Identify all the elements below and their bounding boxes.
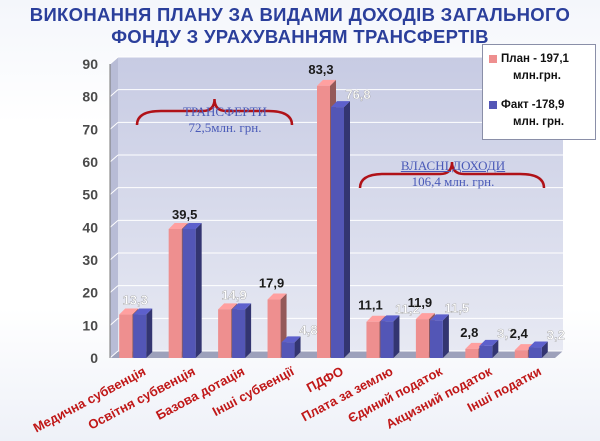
value-label-fact: 11,2	[395, 301, 420, 316]
value-label-plan: 11,9	[408, 295, 433, 310]
fact-bar-9	[528, 341, 548, 358]
y-tick-label: 60	[82, 154, 98, 170]
legend-fact-line-1: Факт -178,9	[501, 99, 565, 111]
value-label-fact: 4,8	[300, 322, 318, 337]
transfers-value: 72,5млн. грн.	[188, 120, 262, 135]
value-label: 13,3	[123, 293, 148, 308]
transfers-title: ТРАНСФЕРТИ	[183, 104, 267, 119]
y-tick-label: 10	[82, 317, 98, 333]
value-label-plan: 83,3	[308, 62, 333, 77]
legend-item-fact: Факт -178,9 млн. грн.	[489, 97, 564, 131]
own-income-annotation: ВЛАСНІ ДОХОДИ 106,4 млн. грн.	[378, 158, 528, 190]
legend-item-plan: План - 197,1 млн.грн.	[489, 51, 569, 85]
own-income-value: 106,4 млн. грн.	[411, 174, 495, 189]
fact-bar-5	[331, 101, 350, 359]
grid-line-side	[109, 154, 119, 163]
fact-bar-7	[429, 314, 449, 358]
value-label: 14,9	[221, 287, 246, 302]
chart-title-line-2: ФОНДУ З УРАХУВАННЯМ ТРАНСФЕРТІВ	[111, 26, 489, 47]
fact-bar-8	[479, 339, 499, 358]
grid-line-side	[109, 219, 119, 228]
value-label-plan: 17,9	[259, 276, 284, 291]
value-label: 39,5	[172, 207, 197, 222]
y-tick-label: 0	[90, 350, 98, 366]
fact-bar-3	[232, 303, 252, 358]
value-label-fact: 3,2	[547, 328, 565, 343]
grid-line-side	[109, 187, 119, 196]
grid-line-side	[109, 56, 119, 65]
braces	[135, 98, 546, 189]
y-tick-label: 80	[82, 89, 98, 105]
legend-swatch-plan	[489, 55, 497, 63]
plot-side-wall	[110, 57, 118, 358]
grid-line-side	[109, 350, 119, 359]
fact-bar-2	[182, 222, 202, 358]
transfers-brace	[135, 98, 294, 126]
y-tick-label: 90	[82, 56, 98, 72]
value-label-plan: 11,1	[358, 298, 383, 313]
chart-bars	[119, 79, 548, 359]
transfers-annotation: ТРАНСФЕРТИ 72,5млн. грн.	[150, 104, 300, 136]
grid-line-side	[109, 285, 119, 294]
y-tick-label: 30	[82, 252, 98, 268]
value-label-fact: 11,5	[445, 300, 470, 315]
y-tick-label: 20	[82, 285, 98, 301]
legend-plan-line-2: млн.грн.	[513, 70, 561, 82]
y-tick-label: 40	[82, 219, 98, 235]
legend-swatch-fact	[489, 101, 497, 109]
own-income-title: ВЛАСНІ ДОХОДИ	[400, 158, 506, 173]
fact-bar-6	[380, 315, 400, 358]
value-label-plan: 2,8	[460, 325, 478, 340]
y-tick-label: 70	[82, 121, 98, 137]
value-label-fact: 3,7	[497, 326, 515, 341]
grid-line-side	[109, 121, 119, 130]
grid-line-side	[109, 317, 119, 326]
chart-title-line-1: ВИКОНАННЯ ПЛАНУ ЗА ВИДАМИ ДОХОДІВ ЗАГАЛЬ…	[29, 4, 571, 25]
value-label-fact: 76,8	[345, 87, 370, 102]
value-label-plan: 2,4	[510, 326, 529, 341]
legend-plan-line-1: План - 197,1	[501, 53, 569, 65]
fact-bar-4	[281, 336, 301, 358]
grid-line-side	[109, 89, 119, 98]
own-income-brace	[358, 161, 546, 189]
legend-fact-line-2: млн. грн.	[513, 116, 565, 128]
grid-line-side	[109, 252, 119, 261]
y-tick-label: 50	[82, 187, 98, 203]
fact-bar-1	[133, 308, 153, 358]
legend: План - 197,1 млн.грн. Факт -178,9 млн. г…	[482, 44, 596, 140]
